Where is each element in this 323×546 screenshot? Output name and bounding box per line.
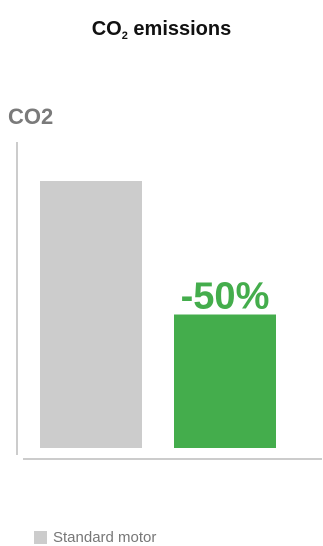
bar-standard-motor: [40, 181, 142, 448]
legend-label-standard-motor: Standard motor: [53, 529, 157, 546]
bar-reduced: [174, 314, 276, 448]
chart-title-subscript: 2: [121, 30, 128, 42]
chart-title-main: CO: [91, 18, 122, 40]
y-axis-label: CO2: [8, 104, 54, 129]
annotation-reduction-label: -50%: [181, 276, 270, 318]
chart-title: CO2 emissions: [0, 18, 323, 42]
legend: Standard motor: [34, 529, 156, 546]
legend-swatch-standard-motor: [34, 531, 47, 544]
chart-title-rest: emissions: [127, 18, 232, 40]
